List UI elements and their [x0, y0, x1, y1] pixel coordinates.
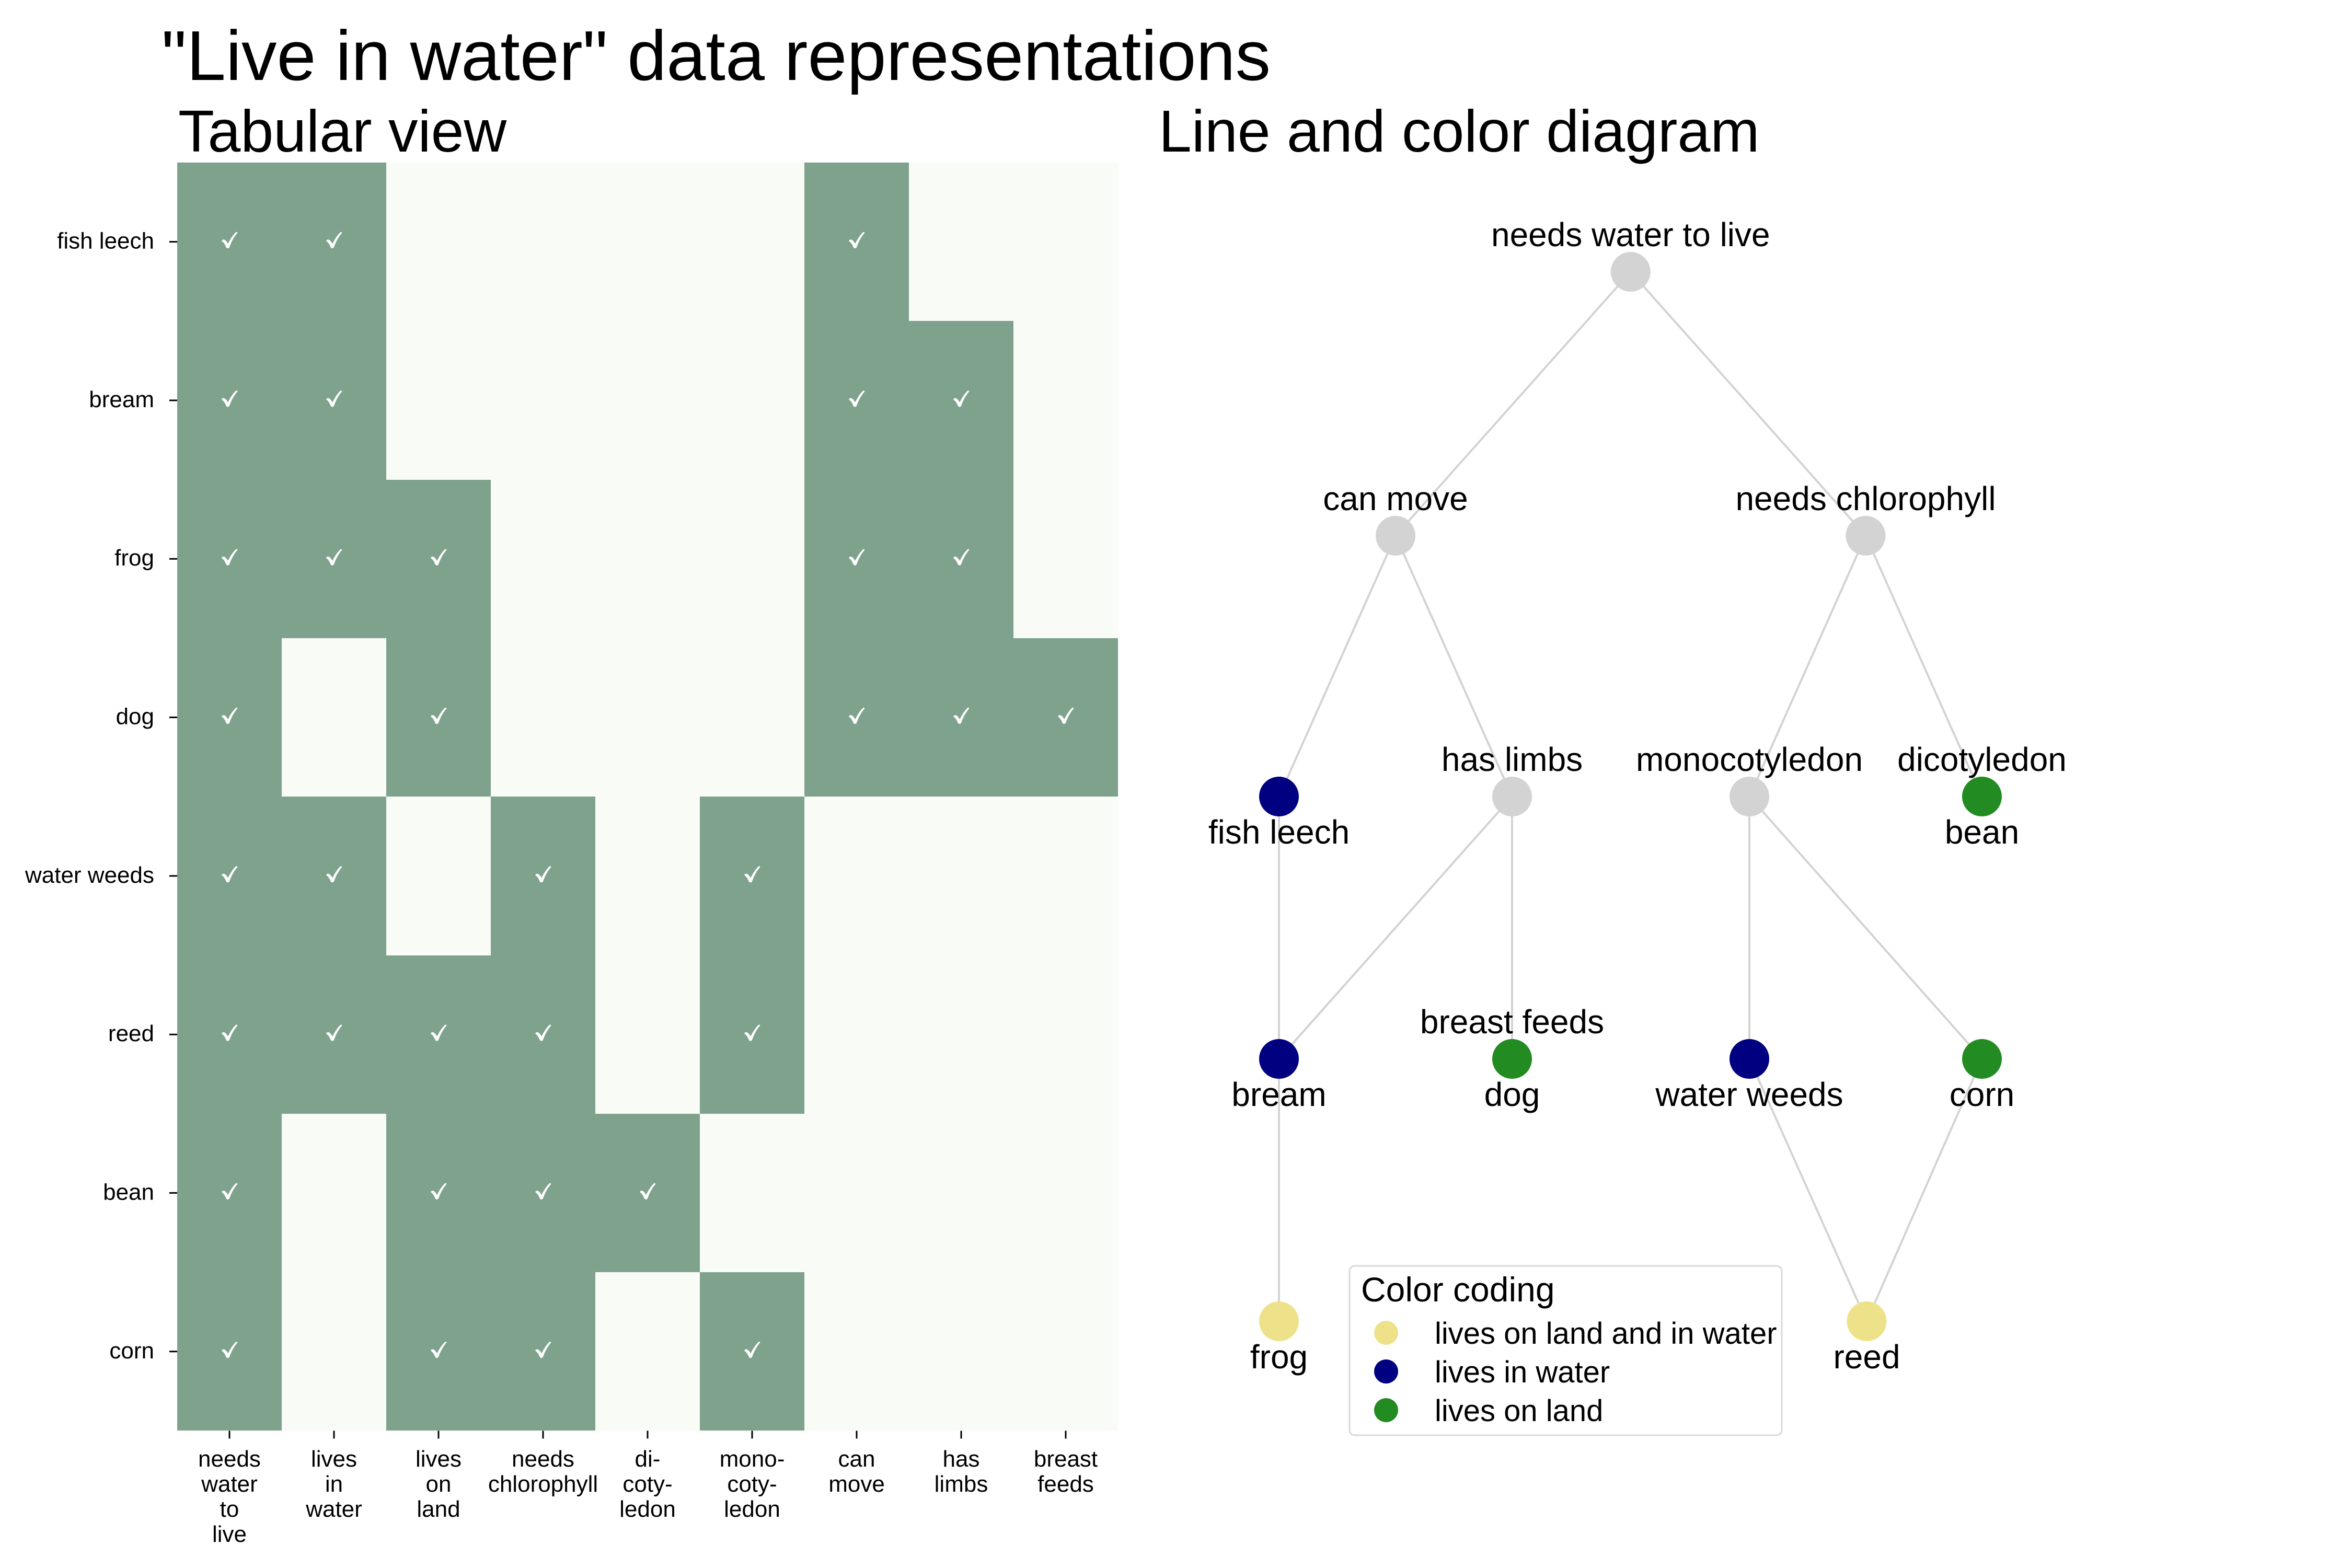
svg-text:di-: di-	[635, 1446, 661, 1472]
svg-text:frog: frog	[114, 545, 154, 571]
svg-text:water: water	[305, 1496, 362, 1522]
svg-text:lives: lives	[311, 1446, 357, 1472]
svg-text:Tabular view: Tabular view	[178, 98, 506, 164]
svg-text:reed: reed	[1833, 1338, 1900, 1376]
svg-text:water: water	[201, 1471, 258, 1497]
svg-text:fish leech: fish leech	[1208, 813, 1350, 851]
svg-text:needs: needs	[512, 1446, 574, 1472]
svg-text:coty-: coty-	[622, 1471, 672, 1497]
svg-text:lives in water: lives in water	[1435, 1355, 1610, 1389]
svg-text:has limbs: has limbs	[1442, 741, 1583, 778]
svg-text:water weeds: water weeds	[1655, 1076, 1843, 1113]
svg-text:lives on land: lives on land	[1435, 1394, 1603, 1428]
svg-text:in: in	[325, 1471, 343, 1497]
svg-text:mono-: mono-	[720, 1446, 785, 1472]
svg-text:ledon: ledon	[619, 1496, 676, 1522]
svg-text:bream: bream	[1231, 1076, 1326, 1113]
svg-text:live: live	[212, 1521, 247, 1547]
svg-text:ledon: ledon	[724, 1496, 780, 1522]
svg-text:bream: bream	[89, 387, 154, 412]
svg-text:water weeds: water weeds	[25, 862, 154, 888]
svg-text:can: can	[838, 1446, 875, 1472]
svg-text:corn: corn	[1950, 1076, 2015, 1113]
svg-text:coty-: coty-	[727, 1471, 777, 1497]
svg-text:needs water to live: needs water to live	[1491, 216, 1770, 253]
svg-text:corn: corn	[109, 1338, 154, 1364]
svg-text:Line and color diagram: Line and color diagram	[1159, 98, 1760, 164]
svg-text:to: to	[220, 1496, 239, 1522]
svg-text:chlorophyll: chlorophyll	[488, 1471, 598, 1497]
svg-text:breast feeds: breast feeds	[1420, 1003, 1604, 1041]
svg-text:reed: reed	[108, 1021, 154, 1046]
svg-text:can move: can move	[1323, 480, 1468, 517]
svg-text:lives on land and in water: lives on land and in water	[1435, 1317, 1777, 1351]
svg-text:monocotyledon: monocotyledon	[1636, 741, 1863, 778]
svg-text:feeds: feeds	[1037, 1471, 1094, 1497]
svg-text:frog: frog	[1250, 1338, 1308, 1376]
svg-text:on: on	[426, 1471, 452, 1497]
svg-text:dicotyledon: dicotyledon	[1897, 741, 2067, 778]
svg-text:land: land	[417, 1496, 460, 1522]
svg-text:fish leech: fish leech	[57, 228, 154, 254]
svg-text:Color coding: Color coding	[1361, 1270, 1555, 1309]
svg-text:lives: lives	[416, 1446, 462, 1472]
svg-text:breast: breast	[1034, 1446, 1098, 1472]
svg-text:bean: bean	[1945, 813, 2019, 851]
svg-text:needs: needs	[198, 1446, 261, 1472]
svg-text:"Live in water" data represent: "Live in water" data representations	[162, 16, 1271, 95]
svg-text:bean: bean	[103, 1179, 154, 1205]
svg-text:dog: dog	[116, 704, 154, 730]
svg-text:needs chlorophyll: needs chlorophyll	[1735, 480, 1996, 517]
svg-text:move: move	[828, 1471, 885, 1497]
svg-text:has: has	[943, 1446, 980, 1472]
svg-text:limbs: limbs	[935, 1471, 988, 1497]
svg-text:dog: dog	[1484, 1076, 1540, 1113]
